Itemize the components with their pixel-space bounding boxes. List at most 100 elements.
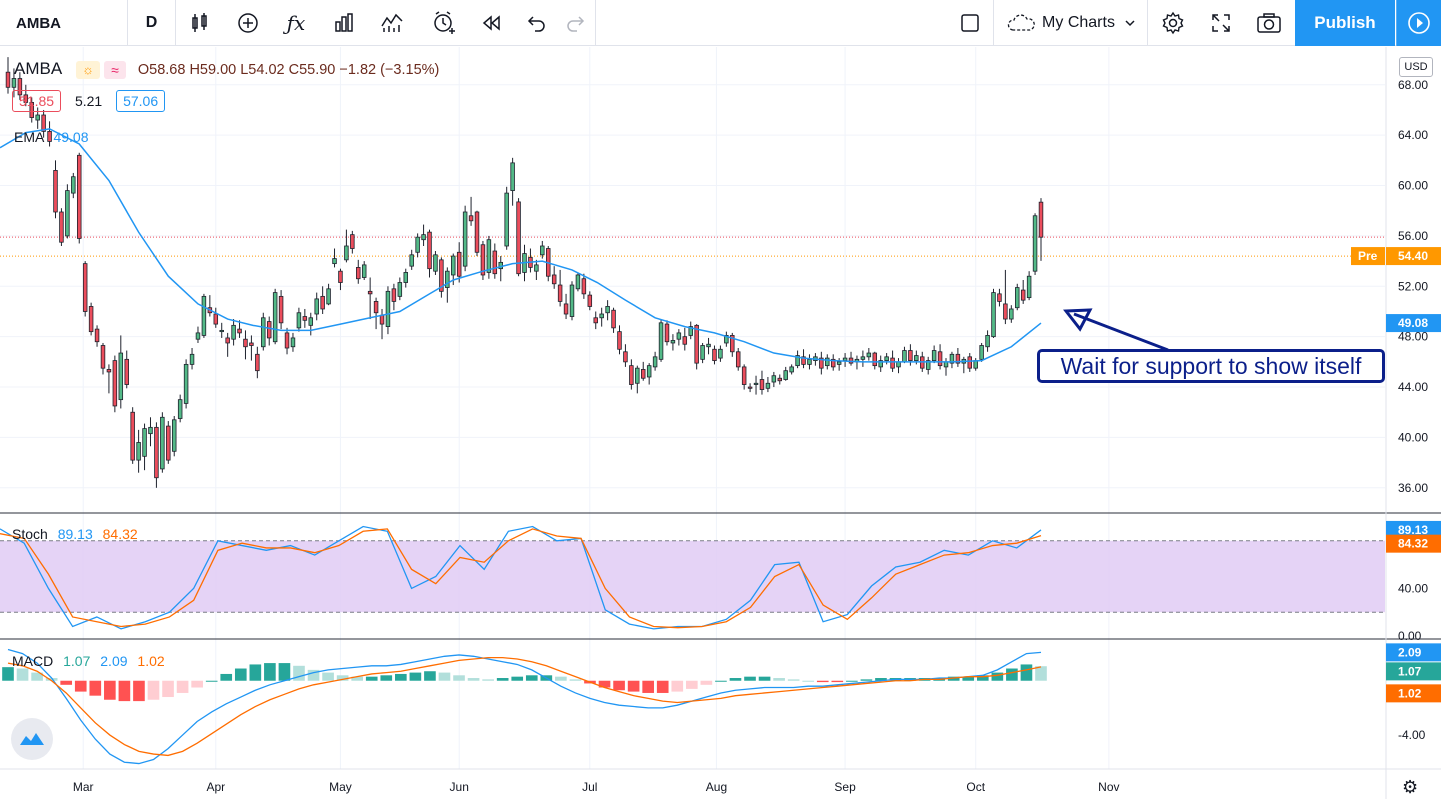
candle-body <box>872 352 878 367</box>
macd-histogram-bar <box>671 680 684 692</box>
candle-body <box>730 335 735 353</box>
macd-histogram-bar <box>16 668 29 681</box>
stoch-d-tag-bg <box>1386 534 1441 553</box>
candle-body <box>640 369 646 379</box>
add-compare-icon[interactable] <box>224 0 272 46</box>
macd-histogram-bar <box>249 664 262 681</box>
ema-price-tag: 49.08 <box>1398 316 1428 330</box>
candle-body <box>237 328 242 334</box>
undo-icon[interactable] <box>516 0 556 46</box>
stoch-d-tag: 84.32 <box>1398 537 1428 551</box>
tradingview-logo-icon[interactable] <box>11 718 53 760</box>
macd-histogram-bar <box>31 672 43 681</box>
candle-body <box>177 399 183 419</box>
candle-body <box>88 306 94 333</box>
redo-icon[interactable] <box>556 0 596 46</box>
chart-types-icon[interactable] <box>368 0 416 46</box>
candle-body <box>118 352 124 401</box>
candle-body <box>605 306 610 314</box>
candle-body <box>534 264 539 272</box>
y-tick-label: 44.00 <box>1398 380 1428 394</box>
x-tick-label: Oct <box>966 780 985 794</box>
ask-price-box[interactable]: 57.06 <box>116 90 166 112</box>
candle-body <box>925 360 931 370</box>
candle-body <box>896 361 901 368</box>
fullscreen-box-icon[interactable] <box>946 0 994 46</box>
currency-button[interactable]: USD <box>1399 57 1433 77</box>
candle-body <box>973 360 978 369</box>
indicators-icon[interactable]: ƒx <box>286 11 306 35</box>
candle-body <box>670 340 676 344</box>
layout-menu[interactable]: My Charts <box>994 0 1148 46</box>
macd-histogram-bar <box>511 676 524 681</box>
ema-label: EMA <box>14 129 44 145</box>
settings-icon[interactable] <box>1149 0 1197 46</box>
main-legend: AMBA ☼ ≈ O58.68 H59.00 L54.02 C55.90 −1.… <box>14 59 440 80</box>
candle-body <box>284 332 290 349</box>
candle-body <box>931 350 937 362</box>
candle-body <box>142 428 147 457</box>
macd-histogram-bar <box>729 678 742 681</box>
candle-body <box>421 234 426 241</box>
macd-histogram-bar <box>133 680 145 702</box>
macd-histogram-bar <box>2 667 14 681</box>
macd-histogram-bar <box>816 680 829 683</box>
candle-body <box>106 369 112 373</box>
macd-hist-tag-bg <box>1386 662 1441 681</box>
publish-button[interactable]: Publish <box>1295 0 1395 46</box>
macd-histogram-bar <box>991 672 1004 681</box>
macd-histogram-bar <box>118 680 131 702</box>
candle-body <box>94 328 100 343</box>
fullscreen-icon[interactable] <box>1197 0 1245 46</box>
candle-body <box>409 254 414 267</box>
candle-body <box>617 331 622 350</box>
macd-histogram-bar <box>74 680 87 692</box>
candle-body <box>1003 303 1008 320</box>
templates-icon[interactable] <box>320 0 368 46</box>
macd-histogram-bar <box>322 672 334 681</box>
candle-body <box>587 294 593 307</box>
bar-type-icon[interactable] <box>176 0 224 46</box>
candle-body <box>1009 308 1014 320</box>
screenshot-icon[interactable] <box>1245 0 1293 46</box>
candle-body <box>361 264 367 278</box>
sun-icon[interactable]: ☼ <box>76 61 101 80</box>
macd-histogram-bar <box>947 676 960 681</box>
candle-body <box>599 313 604 319</box>
candle-body <box>124 358 129 385</box>
stoch-k-tag-bg <box>1386 520 1441 539</box>
bid-price-box[interactable]: 51.85 <box>12 90 62 112</box>
interval-button[interactable]: D <box>128 0 176 46</box>
candle-body <box>373 301 379 314</box>
candle-body <box>47 130 52 142</box>
candle-body <box>1020 289 1026 301</box>
macd-signal-tag: 1.02 <box>1398 686 1422 700</box>
candle-body <box>367 290 373 295</box>
candle-body <box>771 375 777 383</box>
candle-body <box>344 245 349 261</box>
stoch-d-value: 84.32 <box>102 526 138 542</box>
candle-body <box>943 361 949 368</box>
candle-body <box>100 345 106 369</box>
candle-body <box>1032 215 1038 272</box>
alert-icon[interactable] <box>420 0 468 46</box>
candle-body <box>320 295 325 310</box>
candle-body <box>510 162 515 191</box>
macd-signal-line <box>7 657 1042 757</box>
legend-ohlc: O58.68 H59.00 L54.02 C55.90 −1.82 (−3.15… <box>137 62 440 78</box>
wave-icon[interactable]: ≈ <box>103 61 126 80</box>
axis-settings-icon[interactable]: ⚙ <box>1402 777 1418 797</box>
macd-histogram-bar <box>715 680 727 682</box>
symbol-search-button[interactable]: AMBA <box>0 0 128 46</box>
stoch-y-tick-label: 40.00 <box>1398 581 1428 595</box>
annotation-callout[interactable]: Wait for support to show itself <box>1037 349 1385 383</box>
macd-histogram-bar <box>220 673 233 681</box>
macd-histogram-bar <box>685 680 698 689</box>
macd-histogram-bar <box>962 676 975 681</box>
play-icon[interactable] <box>1396 0 1441 46</box>
stoch-label: Stoch <box>12 526 48 542</box>
candle-body <box>504 192 509 247</box>
replay-icon[interactable] <box>468 0 516 46</box>
chart-canvas[interactable]: Mar Apr May Jun Jul Aug Sep Oct Nov 36.00 40.00 44.… <box>0 47 1441 799</box>
stoch-k-tag: 89.13 <box>1398 523 1428 537</box>
